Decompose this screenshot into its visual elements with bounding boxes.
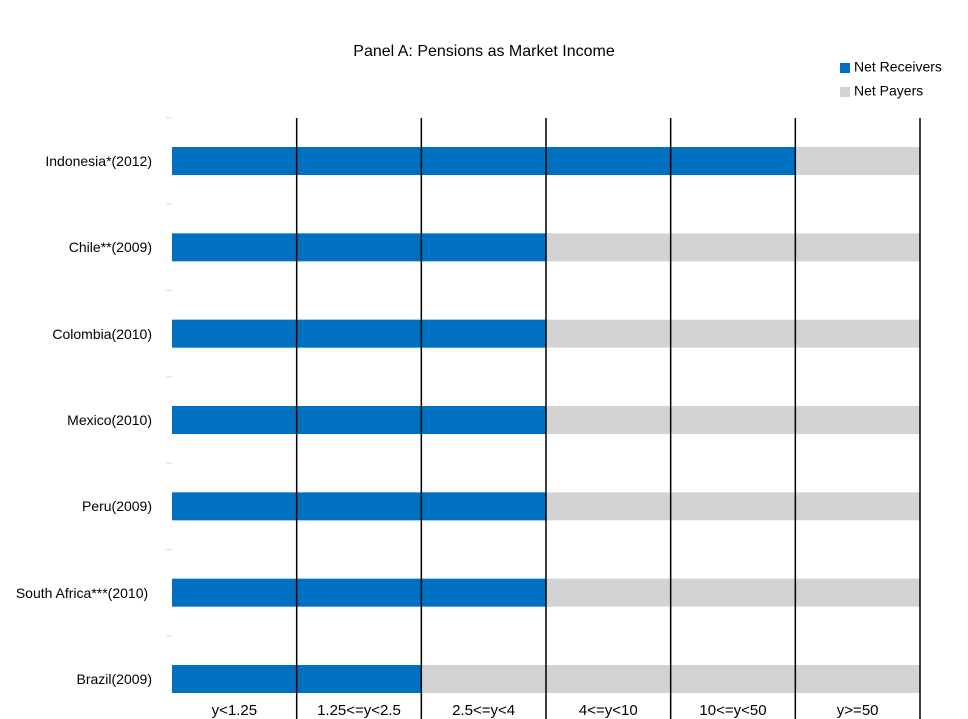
x-tick-label: y>=50 bbox=[837, 702, 879, 719]
y-tick-label: Chile**(2009) bbox=[68, 239, 152, 256]
x-tick-label: y<1.25 bbox=[212, 702, 257, 719]
bar bbox=[795, 147, 920, 175]
bar bbox=[546, 319, 920, 348]
y-tick-label: Peru(2009) bbox=[81, 498, 152, 515]
legend-swatch bbox=[840, 63, 850, 73]
bar bbox=[172, 578, 546, 607]
bar bbox=[172, 319, 546, 348]
x-tick-label: 10<=y<50 bbox=[699, 702, 766, 719]
x-tick-label: 4<=y<10 bbox=[579, 702, 638, 719]
chart-title: Panel A: Pensions as Market Income bbox=[353, 43, 615, 60]
y-tick-label: Colombia(2010) bbox=[52, 325, 152, 342]
y-tick-label: Brazil(2009) bbox=[76, 671, 152, 687]
bar bbox=[172, 233, 546, 262]
bar bbox=[172, 492, 546, 521]
y-tick-label: South Africa***(2010) bbox=[15, 584, 149, 601]
legend-label: Net Receivers bbox=[854, 59, 942, 75]
y-tick-label: Indonesia*(2012) bbox=[45, 153, 152, 169]
bar bbox=[546, 233, 920, 262]
bar bbox=[546, 578, 920, 607]
legend-swatch bbox=[840, 87, 850, 97]
y-tick-label: Mexico(2010) bbox=[67, 412, 152, 428]
bar bbox=[546, 406, 920, 434]
bar bbox=[172, 147, 796, 175]
x-tick-label: 2.5<=y<4 bbox=[452, 702, 515, 719]
x-tick-label: 1.25<=y<2.5 bbox=[317, 702, 401, 719]
legend-label: Net Payers bbox=[854, 83, 923, 99]
bar bbox=[172, 406, 546, 434]
bar bbox=[546, 492, 920, 521]
